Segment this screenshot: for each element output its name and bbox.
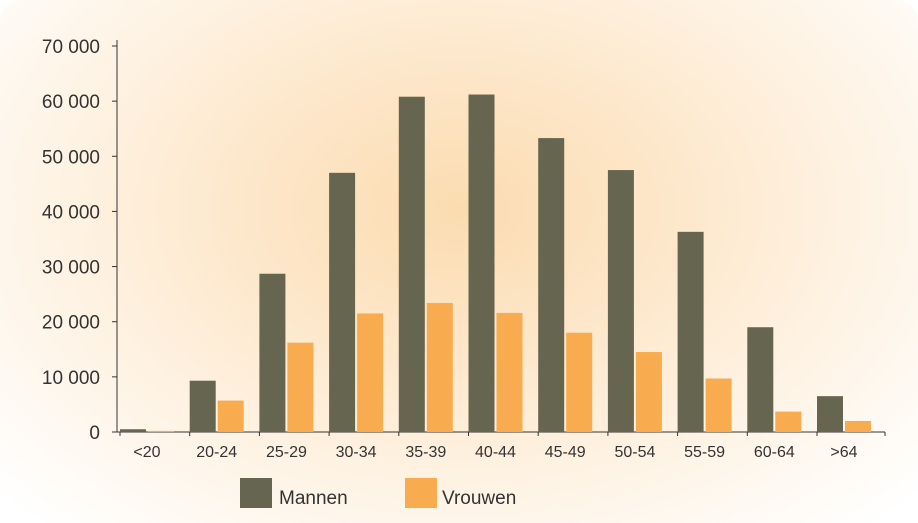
bar-vrouwen-2 — [287, 342, 314, 432]
legend-label-vrouwen: Vrouwen — [442, 488, 516, 509]
bar-mannen-0 — [120, 429, 146, 432]
x-axis: <20 20-24 25-29 30-34 35-39 40-44 45-49 50-54 55… — [117, 431, 886, 461]
bar-vrouwen-4 — [426, 302, 453, 432]
bar-mannen-6 — [538, 138, 565, 433]
x-tick-label: 55-59 — [684, 444, 725, 461]
x-tick-label: 25-29 — [266, 444, 307, 461]
x-tick-label: >64 — [830, 444, 857, 461]
x-tick-label: 35-39 — [405, 444, 446, 461]
x-tick-label: 30-34 — [336, 444, 377, 461]
x-tick-label: 50-54 — [614, 444, 655, 461]
bars — [120, 94, 871, 433]
bar-vrouwen-7 — [635, 352, 662, 432]
x-tick-label: 20-24 — [196, 444, 237, 461]
y-tick-label: 20 000 — [42, 313, 100, 334]
legend-label-mannen: Mannen — [279, 488, 348, 509]
x-tick-label: 45-49 — [545, 444, 586, 461]
y-tick-label: 10 000 — [42, 368, 100, 389]
y-axis: 0 10 000 20 000 30 000 40 000 50 000 60 000 70 … — [42, 37, 118, 444]
bar-vrouwen-1 — [217, 400, 244, 432]
bar-vrouwen-6 — [566, 332, 593, 432]
y-tick-label: 50 000 — [42, 147, 100, 168]
bar-vrouwen-5 — [496, 312, 523, 432]
bar-mannen-5 — [468, 94, 495, 433]
y-tick-label: 30 000 — [42, 258, 100, 279]
bar-mannen-2 — [259, 273, 286, 432]
bar-vrouwen-3 — [357, 313, 384, 432]
y-tick-label: 40 000 — [42, 202, 100, 223]
bar-vrouwen-9 — [775, 411, 802, 432]
x-tick-label: 60-64 — [754, 444, 795, 461]
bar-mannen-3 — [329, 172, 356, 433]
bar-vrouwen-8 — [705, 378, 732, 432]
bar-mannen-4 — [398, 96, 425, 432]
bar-mannen-10 — [817, 396, 843, 432]
y-tick-label: 60 000 — [42, 92, 100, 113]
y-tick-label: 0 — [89, 423, 100, 444]
bar-mannen-1 — [189, 380, 216, 432]
legend-swatch-mannen — [240, 478, 272, 508]
bar-vrouwen-10 — [845, 420, 871, 432]
bar-mannen-7 — [607, 170, 634, 433]
bar-mannen-8 — [677, 231, 704, 432]
bar-mannen-9 — [747, 327, 774, 432]
bar-vrouwen-0 — [148, 430, 174, 432]
y-tick-label: 70 000 — [42, 37, 100, 58]
x-tick-label: <20 — [133, 444, 160, 461]
legend-swatch-vrouwen — [405, 478, 437, 508]
legend: Mannen Vrouwen — [240, 478, 516, 509]
x-tick-label: 40-44 — [475, 444, 516, 461]
